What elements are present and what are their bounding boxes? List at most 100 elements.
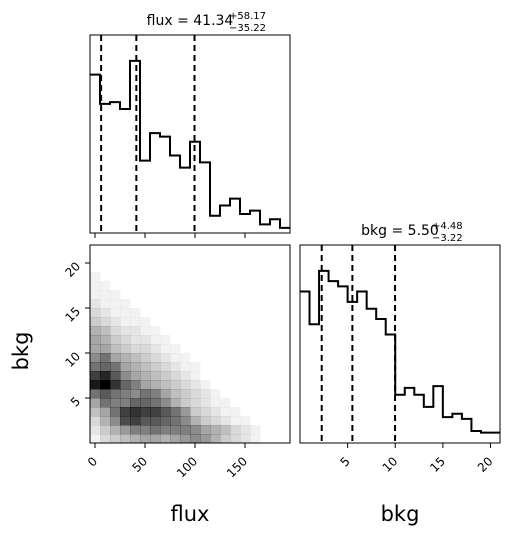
density-cell (150, 407, 161, 417)
bkg-histogram (300, 269, 500, 434)
density-cell (160, 425, 171, 435)
density-cell (160, 380, 171, 390)
bkg-ytick-label-3: 20 (62, 259, 83, 280)
density-heatmap (90, 272, 261, 444)
density-cell (110, 416, 121, 426)
density-cell (100, 344, 111, 354)
density-cell (180, 416, 191, 426)
flux-title-lower-error: −35.22 (229, 23, 266, 34)
density-cell (100, 425, 111, 435)
flux-histogram (90, 59, 290, 229)
bkg-title: bkg = 5.50 (361, 223, 439, 239)
density-cell (130, 398, 141, 408)
flux-quantile-lines (100, 35, 196, 233)
density-cell (110, 389, 121, 399)
density-cell (140, 407, 151, 417)
density-cell (100, 416, 111, 426)
density-cell (140, 425, 151, 435)
density-cell (120, 407, 131, 417)
density-cell (110, 353, 121, 363)
density-cell (170, 416, 181, 426)
bkg-quantile-lines (320, 245, 397, 443)
density-cell (140, 317, 151, 327)
bkg-title-upper-error: +4.48 (432, 221, 463, 232)
density-cell (100, 335, 111, 345)
density-cell (90, 434, 101, 444)
density-cell (100, 281, 111, 291)
density-cell (210, 407, 221, 417)
density-cell (160, 362, 171, 372)
density-cell (150, 398, 161, 408)
density-cell (140, 434, 151, 444)
density-cell (120, 326, 131, 336)
density-cell (160, 389, 171, 399)
density-cell (250, 425, 261, 435)
density-cell (150, 380, 161, 390)
density-cell (130, 344, 141, 354)
density-cell (180, 371, 191, 381)
flux-title: flux = 41.34 (147, 13, 234, 29)
density-cell (140, 335, 151, 345)
density-cell (90, 299, 101, 309)
density-cell (160, 407, 171, 417)
flux-bkg-density-panel: 0 50 100 150 5 10 15 20 flux bkg (9, 244, 291, 526)
density-cell (160, 371, 171, 381)
density-cell (210, 389, 221, 399)
density-cell (120, 371, 131, 381)
density-cell (170, 434, 181, 444)
bkg-histogram-frame (299, 244, 501, 444)
density-cell (140, 326, 151, 336)
density-cell (170, 371, 181, 381)
density-cell (170, 389, 181, 399)
density-cell (180, 380, 191, 390)
density-cell (100, 353, 111, 363)
density-cell (180, 362, 191, 372)
density-cell (250, 434, 261, 444)
density-cell (130, 425, 141, 435)
density-cell (190, 416, 201, 426)
density-cell (90, 308, 101, 318)
density-cell (90, 398, 101, 408)
density-cell (200, 380, 211, 390)
density-cell (110, 398, 121, 408)
density-cell (160, 398, 171, 408)
density-cell (90, 389, 101, 399)
density-cell (190, 389, 201, 399)
density-cell (150, 344, 161, 354)
density-cell (140, 416, 151, 426)
density-cell (180, 425, 191, 435)
bkg-ytick-label-2: 15 (62, 304, 83, 325)
flux-title-value: 41.34 (193, 13, 233, 29)
bkg-xlabel: bkg (381, 502, 420, 526)
density-cell (110, 380, 121, 390)
density-cell (170, 407, 181, 417)
density-cell (150, 434, 161, 444)
density-cell (100, 389, 111, 399)
density-cell (170, 344, 181, 354)
density-frame (89, 244, 291, 444)
flux-xtick-label-1: 50 (129, 454, 150, 475)
density-cell (130, 353, 141, 363)
density-cell (200, 407, 211, 417)
flux-title-prefix: flux = (147, 13, 194, 29)
density-cell (200, 389, 211, 399)
density-cell (120, 353, 131, 363)
density-cell (190, 434, 201, 444)
bkg-axis-ticks: 5 10 15 20 (337, 443, 496, 475)
density-cell (90, 317, 101, 327)
density-cell (140, 398, 151, 408)
density-cell (180, 353, 191, 363)
flux-histogram-step (90, 59, 290, 229)
flux-title-upper-error: +58.17 (229, 11, 266, 22)
density-cell (150, 425, 161, 435)
density-cell (210, 416, 221, 426)
density-cell (200, 425, 211, 435)
density-cell (90, 326, 101, 336)
density-cell (150, 371, 161, 381)
density-cell (240, 434, 251, 444)
density-cell (190, 362, 201, 372)
density-cell (120, 425, 131, 435)
flux-histogram-ticks (94, 233, 246, 238)
density-cell (90, 362, 101, 372)
